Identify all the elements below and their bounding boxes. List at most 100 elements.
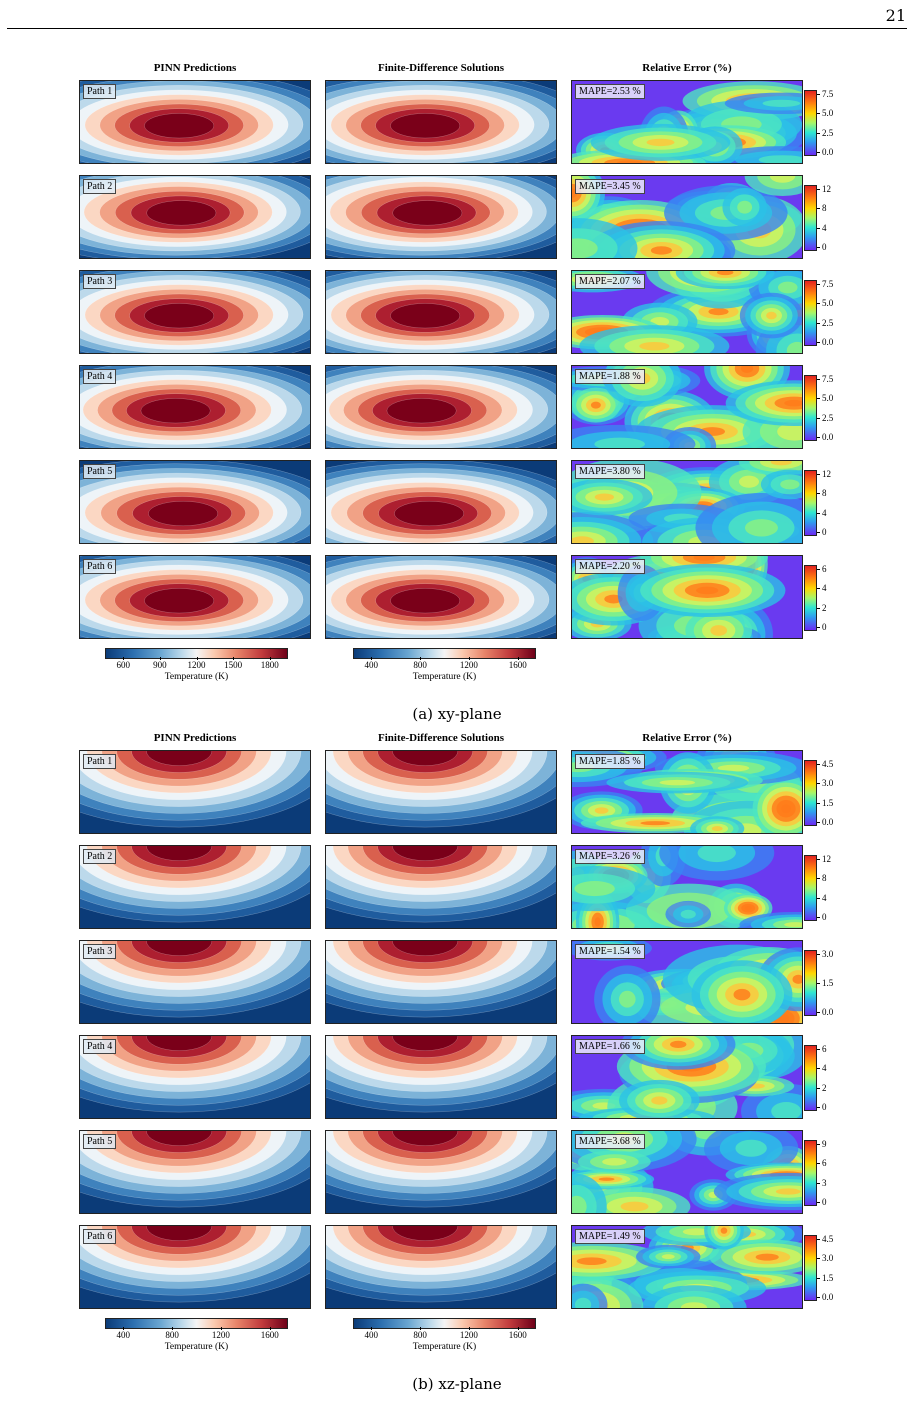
error-colorbar-tick: 5.0 xyxy=(816,298,834,309)
error-heatmap: MAPE=3.80 % xyxy=(571,460,803,544)
error-colorbar xyxy=(804,90,817,156)
error-colorbar-tick: 4 xyxy=(817,892,827,903)
path-label: Path 5 xyxy=(83,1134,117,1149)
pinn-heatmap: Path 4 xyxy=(79,365,311,449)
pinn-colorbar-tick: 1800 xyxy=(250,657,290,670)
page-number: 21 xyxy=(885,6,906,25)
error-colorbar-tick: 0 xyxy=(817,527,827,537)
error-colorbar-tick: 3.0 xyxy=(816,949,834,959)
path-label: Path 4 xyxy=(83,1039,117,1054)
path-label: Path 1 xyxy=(83,84,117,99)
fd-heatmap xyxy=(325,365,557,449)
error-colorbar-tick: 3.0 xyxy=(816,778,834,789)
fd-colorbar-tick: 400 xyxy=(351,657,391,670)
error-colorbar-tick: 0 xyxy=(817,242,827,252)
path-label: Path 5 xyxy=(83,464,117,479)
error-colorbar-tick: 0.0 xyxy=(816,1007,834,1017)
path-label: Path 1 xyxy=(83,754,117,769)
error-heatmap: MAPE=3.45 % xyxy=(571,175,803,259)
error-colorbar xyxy=(804,375,817,441)
figure-caption: (b) xz-plane xyxy=(412,1375,502,1393)
column-title-err: Relative Error (%) xyxy=(642,62,732,74)
pinn-colorbar-tick: 1200 xyxy=(201,1327,241,1340)
mape-label: MAPE=3.45 % xyxy=(575,179,645,194)
error-colorbar-tick: 12 xyxy=(817,184,831,194)
error-colorbar xyxy=(804,950,817,1016)
error-colorbar xyxy=(804,760,817,826)
mape-label: MAPE=2.53 % xyxy=(575,84,645,99)
mape-label: MAPE=1.88 % xyxy=(575,369,645,384)
mape-label: MAPE=1.49 % xyxy=(575,1229,645,1244)
path-label: Path 3 xyxy=(83,944,117,959)
error-heatmap: MAPE=3.26 % xyxy=(571,845,803,929)
error-colorbar-tick: 2 xyxy=(817,602,827,613)
header-rule xyxy=(7,28,907,29)
fd-heatmap xyxy=(325,1130,557,1214)
pinn-colorbar-tick: 1500 xyxy=(213,657,253,670)
error-heatmap: MAPE=1.49 % xyxy=(571,1225,803,1309)
path-label: Path 4 xyxy=(83,369,117,384)
error-heatmap: MAPE=1.66 % xyxy=(571,1035,803,1119)
pinn-heatmap: Path 6 xyxy=(79,1225,311,1309)
error-colorbar-tick: 0.0 xyxy=(816,817,834,827)
error-colorbar-tick: 0 xyxy=(817,622,827,632)
error-colorbar xyxy=(804,1235,817,1301)
error-colorbar-tick: 1.5 xyxy=(816,1272,834,1283)
path-label: Path 2 xyxy=(83,849,117,864)
error-colorbar-tick: 12 xyxy=(817,854,831,864)
fd-colorbar-tick: 800 xyxy=(400,1327,440,1340)
mape-label: MAPE=1.85 % xyxy=(575,754,645,769)
error-colorbar-tick: 0.0 xyxy=(816,337,834,347)
fd-colorbar xyxy=(353,648,536,659)
error-colorbar-tick: 9 xyxy=(817,1139,827,1149)
error-colorbar-tick: 5.0 xyxy=(816,108,834,119)
pinn-heatmap: Path 5 xyxy=(79,460,311,544)
fd-heatmap xyxy=(325,940,557,1024)
fd-colorbar-tick: 1600 xyxy=(498,657,538,670)
mape-label: MAPE=3.68 % xyxy=(575,1134,645,1149)
error-colorbar xyxy=(804,855,817,921)
error-colorbar-tick: 4.5 xyxy=(816,1234,834,1244)
error-colorbar xyxy=(804,565,817,631)
pinn-heatmap: Path 2 xyxy=(79,845,311,929)
error-colorbar xyxy=(804,280,817,346)
error-colorbar-tick: 6 xyxy=(817,564,827,574)
fd-colorbar-label: Temperature (K) xyxy=(412,1342,477,1352)
error-colorbar-tick: 3 xyxy=(817,1177,827,1188)
error-colorbar-tick: 5.0 xyxy=(816,393,834,404)
error-colorbar-tick: 0.0 xyxy=(816,147,834,157)
error-colorbar xyxy=(804,1045,817,1111)
mape-label: MAPE=1.66 % xyxy=(575,1039,645,1054)
error-colorbar-tick: 12 xyxy=(817,469,831,479)
fd-heatmap xyxy=(325,1035,557,1119)
error-colorbar-tick: 7.5 xyxy=(816,374,834,384)
pinn-colorbar-tick: 900 xyxy=(140,657,180,670)
error-colorbar-tick: 2.5 xyxy=(816,127,834,138)
pinn-colorbar xyxy=(105,1318,288,1329)
pinn-heatmap: Path 3 xyxy=(79,270,311,354)
figure-caption: (a) xy-plane xyxy=(412,705,502,723)
pinn-colorbar-tick: 400 xyxy=(103,1327,143,1340)
error-colorbar-tick: 0 xyxy=(817,912,827,922)
pinn-heatmap: Path 2 xyxy=(79,175,311,259)
path-label: Path 3 xyxy=(83,274,117,289)
fd-heatmap xyxy=(325,80,557,164)
pinn-colorbar-tick: 800 xyxy=(152,1327,192,1340)
pinn-heatmap: Path 6 xyxy=(79,555,311,639)
error-colorbar-tick: 7.5 xyxy=(816,89,834,99)
error-colorbar-tick: 6 xyxy=(817,1158,827,1169)
pinn-colorbar-tick: 1600 xyxy=(250,1327,290,1340)
error-colorbar-tick: 3.0 xyxy=(816,1253,834,1264)
error-heatmap: MAPE=1.54 % xyxy=(571,940,803,1024)
error-colorbar-tick: 4 xyxy=(817,222,827,233)
error-colorbar xyxy=(804,185,817,251)
pinn-heatmap: Path 5 xyxy=(79,1130,311,1214)
pinn-colorbar-tick: 600 xyxy=(103,657,143,670)
pinn-heatmap: Path 1 xyxy=(79,80,311,164)
pinn-colorbar-label: Temperature (K) xyxy=(164,672,229,682)
error-colorbar-tick: 2.5 xyxy=(816,317,834,328)
fd-heatmap xyxy=(325,750,557,834)
mape-label: MAPE=3.26 % xyxy=(575,849,645,864)
error-colorbar-tick: 1.5 xyxy=(816,797,834,808)
pinn-colorbar-label: Temperature (K) xyxy=(164,1342,229,1352)
